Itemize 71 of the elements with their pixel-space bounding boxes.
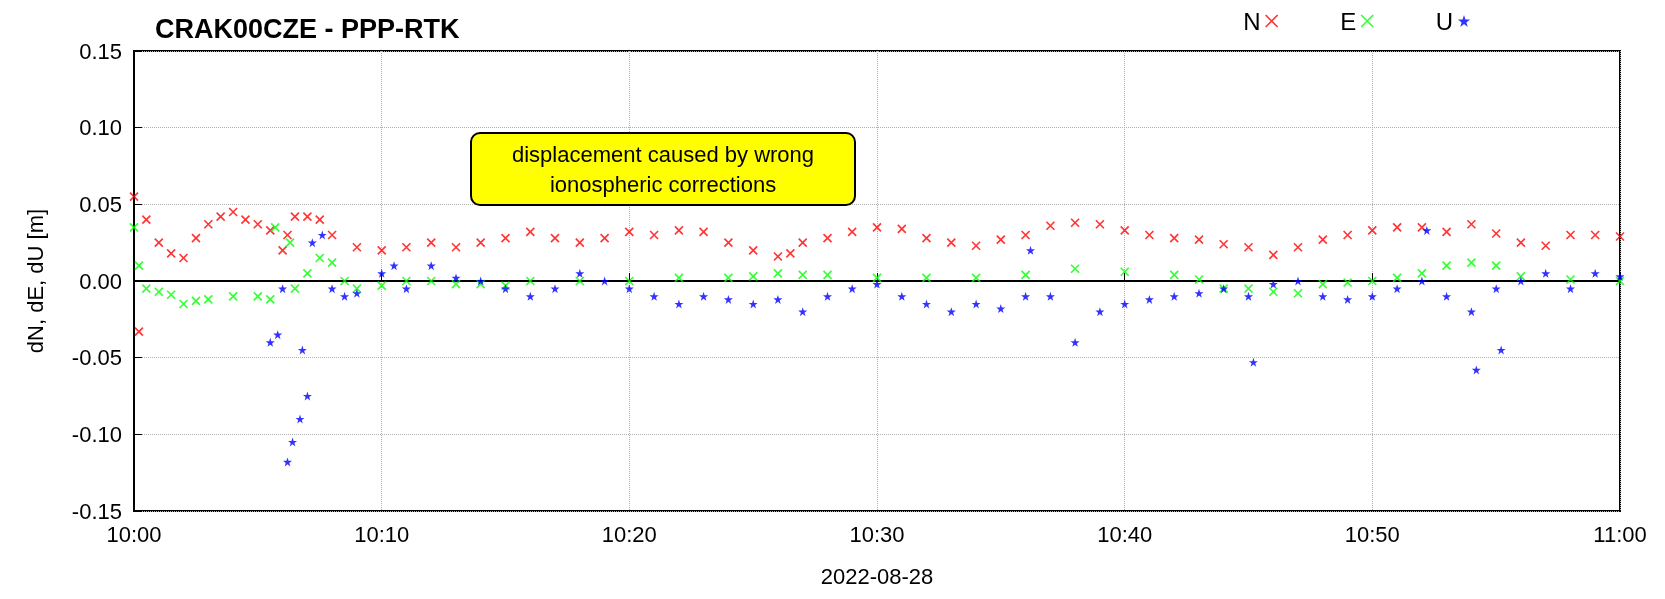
- point: [624, 276, 635, 286]
- point: [748, 271, 759, 282]
- point: [773, 268, 783, 279]
- point: [1194, 274, 1204, 285]
- point: [822, 270, 833, 280]
- point: [302, 268, 313, 279]
- point: [1268, 286, 1279, 297]
- y-tick-label: -0.05: [71, 345, 122, 371]
- y-tick-label: 0.15: [79, 38, 122, 64]
- point: [723, 273, 734, 283]
- point: [290, 283, 300, 294]
- point: [1318, 279, 1328, 289]
- y-tick-label: -0.10: [71, 421, 122, 447]
- point: [1342, 277, 1353, 288]
- x-tick-label: 10:10: [354, 521, 410, 547]
- legend-label: N: [1243, 7, 1261, 35]
- legend-label: U: [1435, 7, 1453, 35]
- point: [203, 294, 214, 305]
- y-tick-label: 0.05: [79, 191, 122, 217]
- legend-label: E: [1340, 7, 1357, 35]
- x-tick-label: 10:50: [1344, 521, 1400, 547]
- point: [285, 237, 295, 248]
- point: [1293, 288, 1303, 299]
- point: [797, 270, 808, 280]
- x-axis-title: 2022-08-28: [820, 563, 934, 589]
- point: [401, 276, 412, 286]
- point: [129, 222, 139, 233]
- point: [166, 290, 176, 300]
- y-tick-label: 0.10: [79, 115, 122, 141]
- point: [921, 273, 932, 283]
- point: [134, 260, 144, 271]
- point: [1417, 268, 1427, 279]
- point: [1020, 270, 1031, 280]
- x-tick-label: 10:30: [849, 521, 905, 547]
- point: [1169, 270, 1179, 280]
- point: [228, 291, 238, 302]
- x-tick-label: 10:40: [1097, 521, 1153, 547]
- chart-title: CRAK00CZE - PPP-RTK: [155, 13, 461, 44]
- point: [339, 276, 350, 286]
- point: [575, 276, 585, 286]
- point: [327, 257, 337, 268]
- point: [1565, 274, 1576, 285]
- point: [674, 273, 684, 283]
- point: [1119, 267, 1130, 277]
- callout-box: displacement caused by wrong ionospheric corrections: [470, 132, 857, 206]
- point: [314, 253, 325, 263]
- point: [1466, 257, 1477, 268]
- point: [1392, 273, 1402, 283]
- point: [1441, 260, 1452, 271]
- point: [525, 276, 536, 286]
- x-tick-label: 10:00: [106, 521, 162, 547]
- point: [1070, 263, 1080, 274]
- point: [178, 299, 189, 309]
- point: [252, 291, 263, 302]
- point: [426, 276, 436, 286]
- point: [1491, 260, 1502, 271]
- y-axis-title: dN, dE, dU [m]: [22, 208, 48, 354]
- point: [154, 286, 164, 297]
- point: [1367, 276, 1378, 286]
- point: [1243, 283, 1254, 294]
- point: [500, 280, 511, 291]
- point: [376, 280, 387, 291]
- x-tick-label: 10:20: [601, 521, 657, 547]
- point: [971, 273, 981, 283]
- point: [191, 296, 201, 306]
- y-tick-label: -0.15: [71, 498, 122, 524]
- x-tick-label: 11:00: [1593, 521, 1647, 547]
- y-tick-label: 0.00: [79, 268, 122, 294]
- point: [270, 222, 280, 233]
- point: [141, 283, 152, 294]
- point: [265, 294, 276, 305]
